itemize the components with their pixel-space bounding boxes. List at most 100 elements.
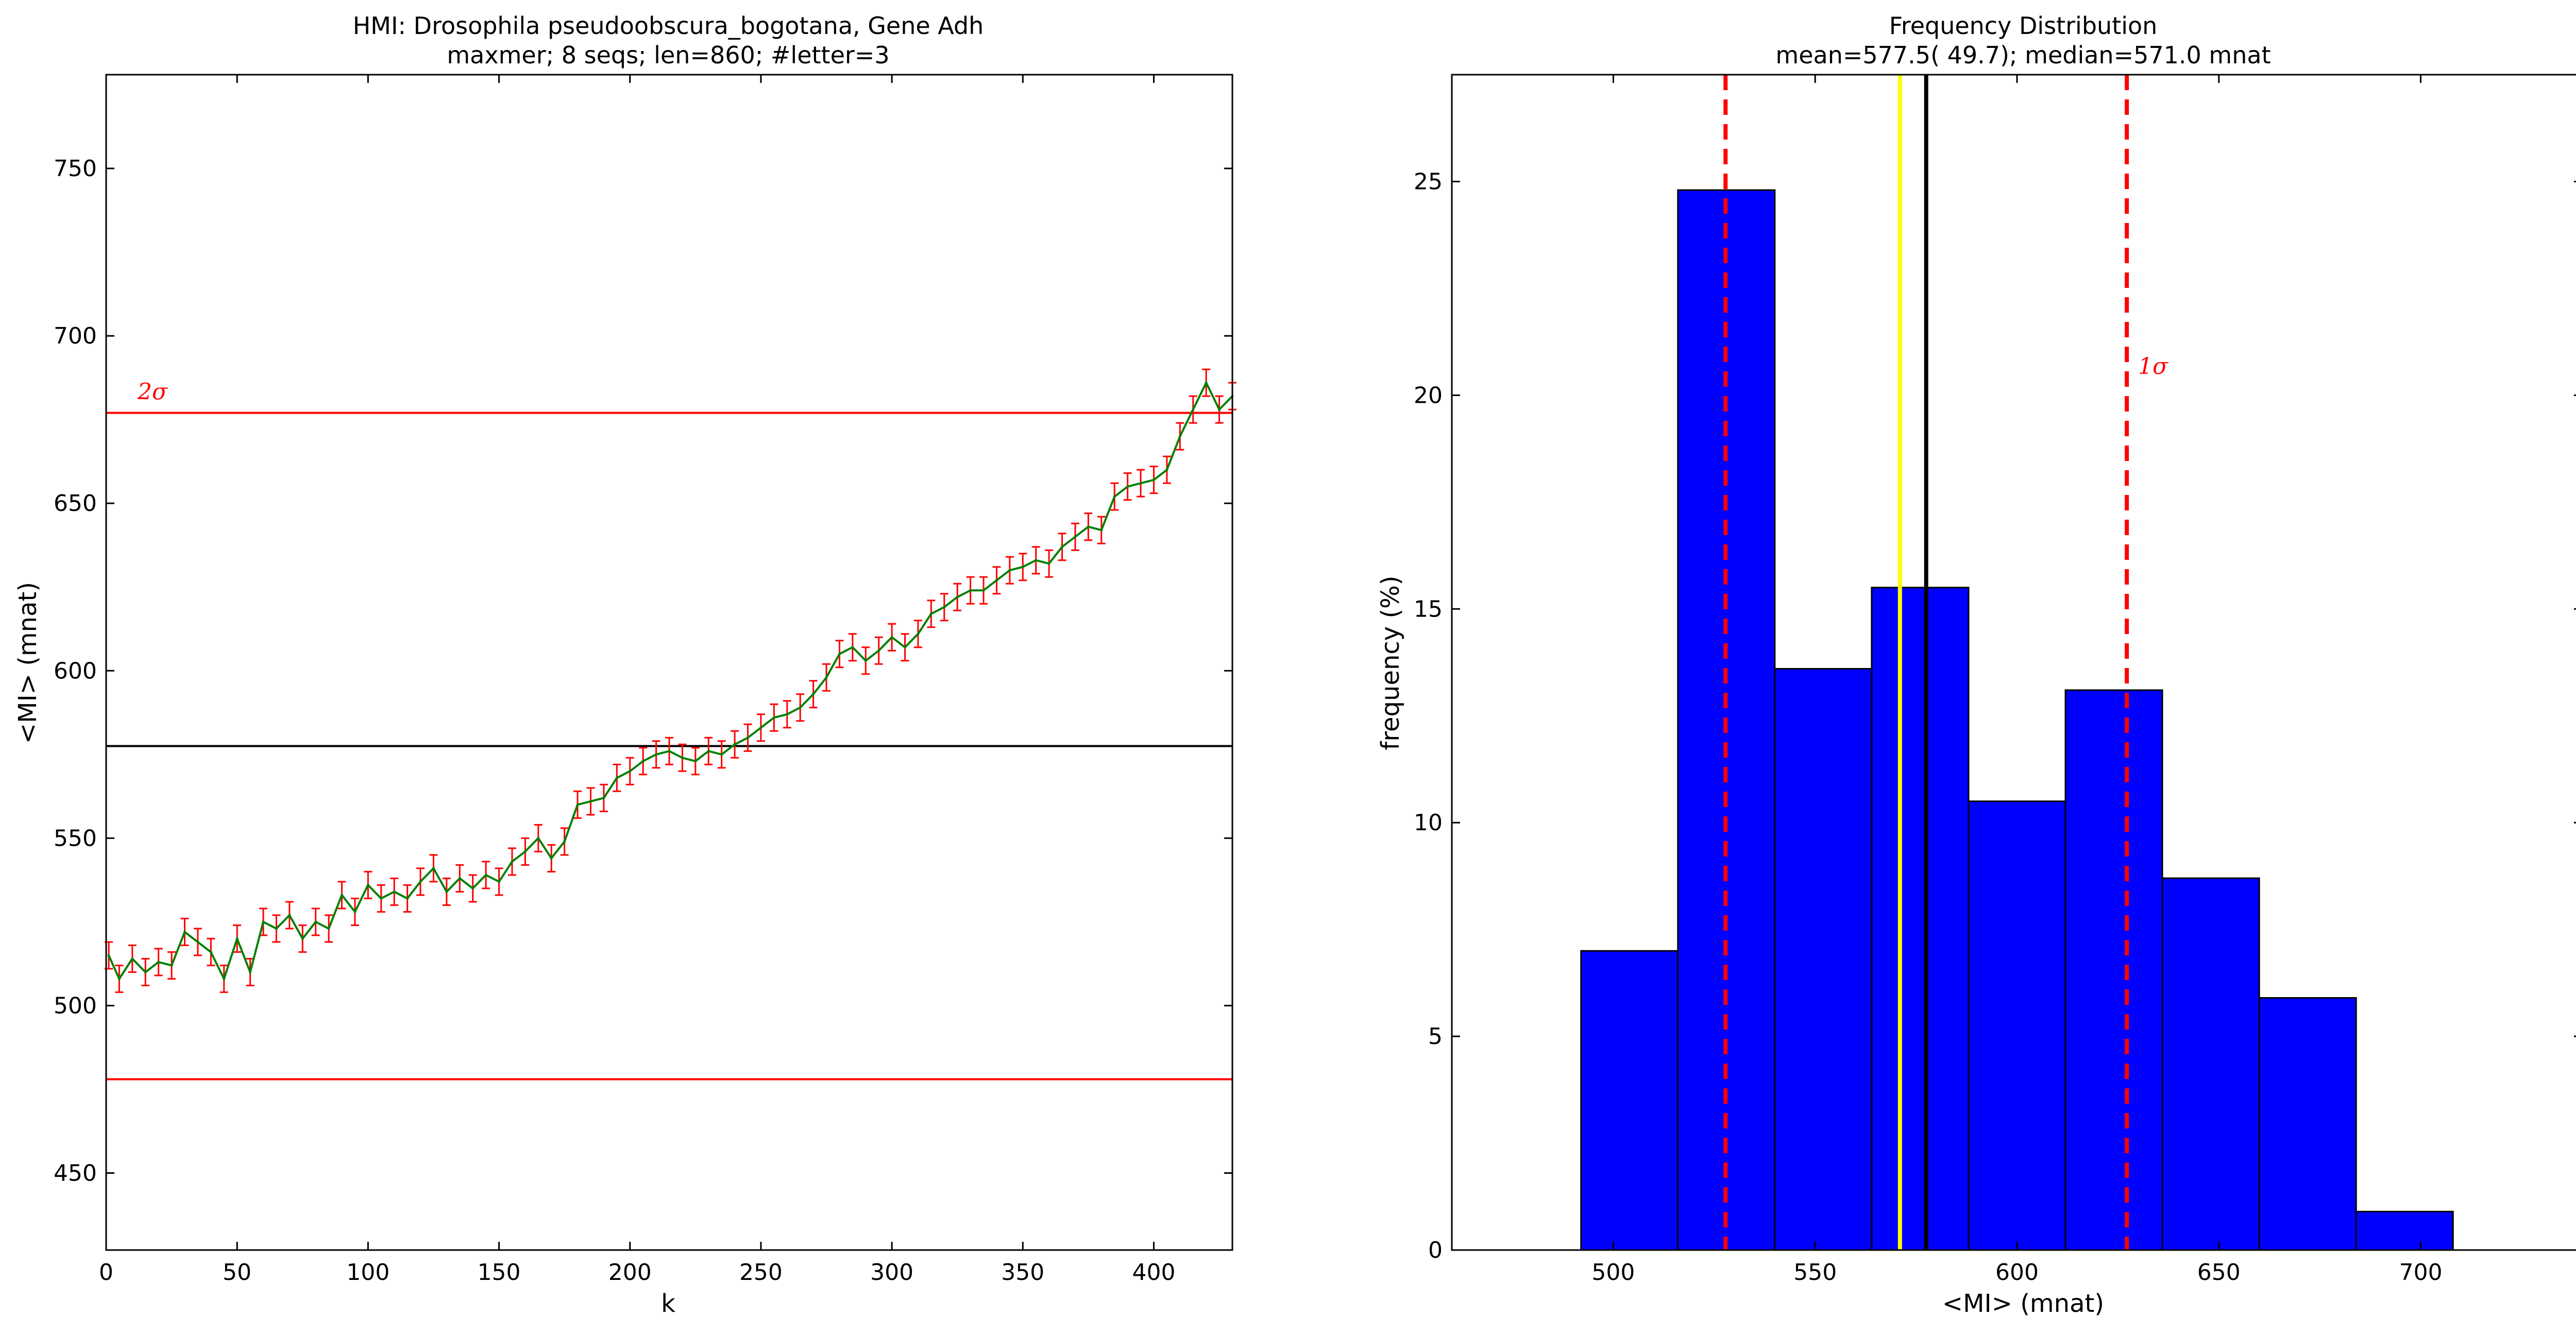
- data-point: [484, 874, 487, 877]
- data-point: [144, 970, 147, 973]
- histogram-bar: [2258, 997, 2357, 1251]
- data-point: [288, 914, 291, 917]
- y-tick-label: 5: [1428, 1023, 1443, 1050]
- histogram-bar: [1774, 668, 1873, 1251]
- data-point: [943, 606, 946, 609]
- y-tick-label: 15: [1414, 596, 1443, 622]
- data-point: [471, 887, 474, 890]
- plot-frame: [105, 74, 1233, 1251]
- data-point: [917, 632, 920, 636]
- x-tick-label: 600: [1995, 1259, 2039, 1286]
- data-point: [1152, 478, 1155, 482]
- data-point: [366, 883, 369, 886]
- line-chart-title: HMI: Drosophila pseudoobscura_bogotana, …: [353, 12, 984, 40]
- data-point: [1165, 468, 1168, 471]
- data-point: [107, 954, 110, 957]
- x-tick-label: 300: [870, 1259, 913, 1286]
- data-point: [641, 760, 645, 763]
- data-point: [157, 961, 160, 964]
- y-tick-label: 25: [1414, 168, 1443, 195]
- histogram-plot-area: 1σ 500 550 600 650 700 0 5 10 15 20 25: [1414, 74, 2576, 1286]
- data-point: [406, 897, 409, 900]
- x-tick-label: 50: [223, 1259, 251, 1286]
- histogram-bar: [2355, 1210, 2454, 1251]
- y-tick-label: 600: [54, 658, 97, 684]
- data-point: [956, 595, 959, 598]
- line-chart-plot-area: 2σ 0 50 100 150 200 250 300 350 400 450 500 550 600 65…: [54, 74, 1236, 1286]
- data-point: [864, 659, 867, 662]
- data-point: [353, 910, 357, 913]
- x-tick-label: 200: [608, 1259, 652, 1286]
- x-tick-label: 650: [2197, 1259, 2241, 1286]
- histogram-bar: [2064, 689, 2163, 1251]
- data-point: [668, 749, 671, 752]
- line-chart-subtitle: maxmer; 8 seqs; len=860; #letter=3: [447, 41, 889, 69]
- data-point: [615, 776, 618, 779]
- data-point: [235, 937, 239, 940]
- data-point: [681, 756, 684, 759]
- data-point: [419, 880, 422, 883]
- data-point: [1087, 525, 1090, 528]
- data-point: [275, 927, 278, 930]
- data-point: [799, 706, 802, 709]
- histogram-bar: [1871, 587, 1970, 1251]
- data-point: [223, 977, 226, 980]
- y-tick-label: 700: [54, 323, 97, 349]
- data-point: [929, 612, 933, 615]
- x-tick-label: 250: [739, 1259, 783, 1286]
- data-point: [523, 850, 527, 853]
- data-point: [877, 649, 880, 652]
- data-point: [432, 867, 435, 870]
- data-point: [341, 894, 344, 897]
- data-point: [720, 753, 723, 756]
- x-tick-label: 350: [1001, 1259, 1044, 1286]
- data-point: [969, 589, 972, 592]
- data-point: [589, 800, 592, 803]
- data-point: [838, 653, 841, 656]
- line-chart-y-axis-label: <MI> (mnat): [13, 582, 42, 744]
- data-point: [694, 760, 697, 763]
- data-point: [170, 964, 173, 967]
- histogram-x-axis-label: <MI> (mnat): [1942, 1289, 2104, 1318]
- data-point: [563, 840, 566, 843]
- data-point: [445, 890, 448, 893]
- data-point: [576, 803, 579, 806]
- y-tick-label: 500: [54, 993, 97, 1019]
- data-point: [1100, 528, 1103, 532]
- data-point: [262, 920, 265, 923]
- histogram-bar: [1968, 800, 2066, 1251]
- histogram-y-axis-label: frequency (%): [1376, 575, 1405, 750]
- data-point: [1178, 435, 1181, 438]
- y-tick-label: 10: [1414, 810, 1443, 836]
- line-chart-panel: HMI: Drosophila pseudoobscura_bogotana, …: [13, 12, 1236, 1318]
- data-point: [1061, 545, 1064, 549]
- data-point: [602, 796, 605, 799]
- x-tick-label: 500: [1591, 1259, 1635, 1286]
- data-point: [655, 753, 658, 756]
- sigma-annotation: 1σ: [2138, 353, 2169, 380]
- data-point: [1126, 485, 1129, 488]
- data-point: [1218, 408, 1221, 411]
- data-point: [904, 646, 907, 649]
- data-point: [995, 579, 998, 582]
- data-point: [629, 769, 632, 773]
- y-tick-label: 650: [54, 490, 97, 517]
- data-point: [196, 940, 199, 944]
- data-point: [851, 646, 854, 649]
- data-point: [249, 970, 252, 973]
- histogram-title: Frequency Distribution: [1889, 12, 2158, 40]
- histogram-bar: [1580, 950, 1679, 1251]
- data-point: [301, 937, 304, 940]
- data-point: [1047, 562, 1050, 565]
- data-point: [1205, 381, 1208, 384]
- data-point: [537, 836, 540, 840]
- data-point: [550, 857, 553, 860]
- data-point: [314, 920, 317, 923]
- data-point: [393, 890, 396, 893]
- x-tick-label: 550: [1793, 1259, 1837, 1286]
- data-point: [1008, 569, 1011, 572]
- data-point: [458, 877, 461, 880]
- data-point: [707, 749, 710, 752]
- y-tick-label: 20: [1414, 382, 1443, 408]
